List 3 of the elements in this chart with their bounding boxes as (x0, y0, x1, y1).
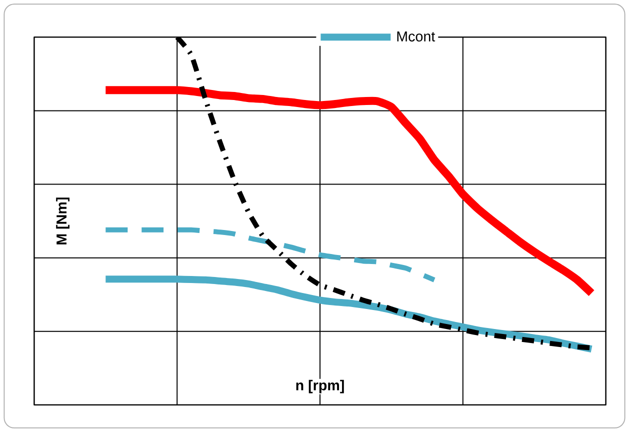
x-axis-title: n [rpm] (296, 380, 344, 394)
legend-label: Mcont (397, 31, 436, 42)
y-axis-title: M [Nm] (56, 198, 70, 244)
